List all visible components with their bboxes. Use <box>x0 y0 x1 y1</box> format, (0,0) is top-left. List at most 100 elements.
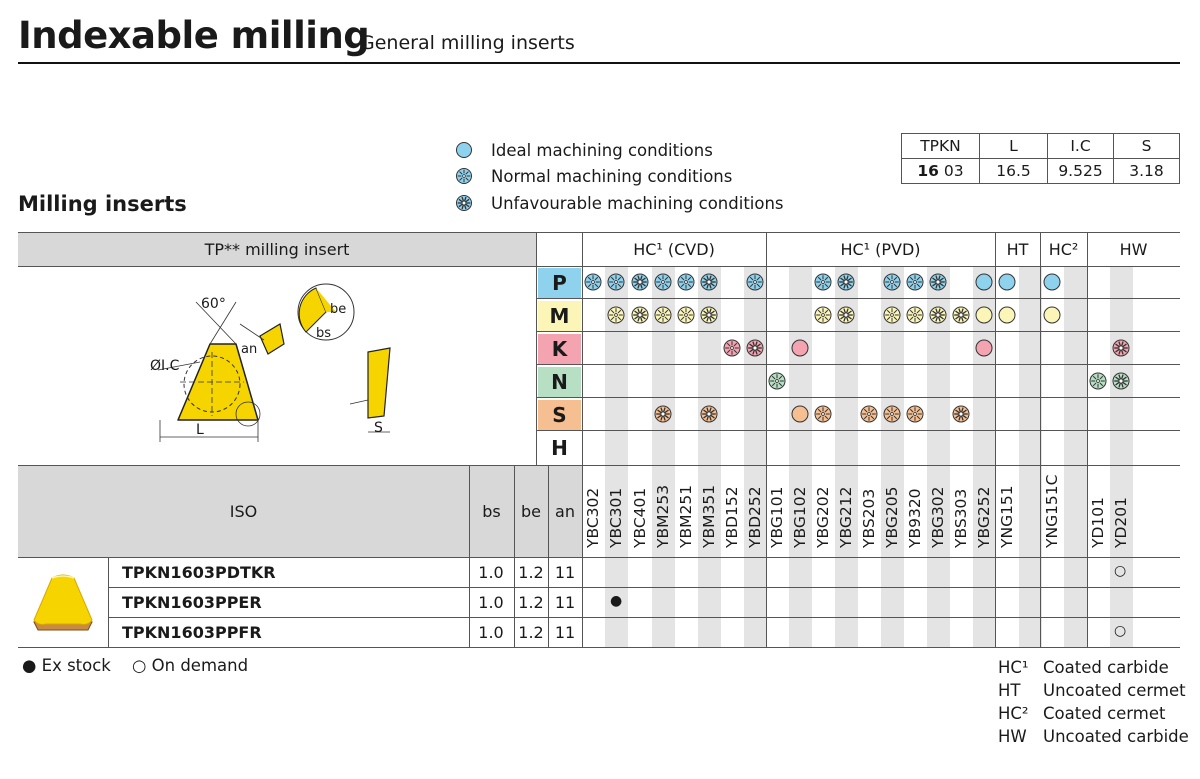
grid-line <box>536 232 537 466</box>
grid-line <box>18 266 1180 267</box>
material-s: S <box>538 400 581 430</box>
availability-mark-on-demand: ○ <box>1114 563 1127 579</box>
abbr-text: Uncoated cermet <box>1043 681 1186 700</box>
legend-normal: Normal machining conditions <box>455 164 732 188</box>
group-hc1-pvd: HC¹ (PVD) <box>840 240 921 259</box>
product-an: 11 <box>554 623 576 642</box>
normal-flower-icon <box>456 168 472 184</box>
ideal-circle-icon <box>1043 273 1061 291</box>
grid-line <box>582 232 583 648</box>
page-subtitle: General milling inserts <box>360 32 575 54</box>
unfavourable-flower-icon <box>1112 372 1130 390</box>
product-bs: 1.0 <box>478 563 504 582</box>
product-code: TPKN1603PDTKR <box>122 563 276 582</box>
normal-flower-icon <box>860 405 878 423</box>
product-an: 11 <box>554 563 576 582</box>
grid-line <box>18 232 1180 233</box>
iso-band <box>18 466 582 557</box>
header-rule <box>18 62 1180 64</box>
unfavourable-flower-icon <box>631 306 649 324</box>
availability-mark-ex-stock: ● <box>610 593 623 609</box>
unfavourable-flower-icon <box>746 339 764 357</box>
grade-column-stripe <box>789 267 812 647</box>
product-be: 1.2 <box>518 563 544 582</box>
abbr-code: HW <box>998 727 1027 746</box>
grid-line <box>536 298 1180 299</box>
grid-line <box>18 465 1180 466</box>
dim-header-s: S <box>1113 133 1180 159</box>
header-bs: bs <box>482 502 501 521</box>
normal-flower-icon <box>746 273 764 291</box>
label-angle: 60° <box>201 296 226 312</box>
grid-line <box>108 617 1180 618</box>
normal-flower-icon <box>607 273 625 291</box>
unfavourable-flower-icon <box>929 306 947 324</box>
dimension-table: TPKN L I.C S 16 03 16.5 9.525 3.18 <box>901 133 1180 184</box>
normal-flower-icon <box>677 273 695 291</box>
label-ic: ØI.C <box>150 358 180 374</box>
unfavourable-flower-icon <box>837 273 855 291</box>
grade-column-stripe <box>881 267 904 647</box>
group-ht: HT <box>1006 240 1029 259</box>
ideal-circle-icon <box>1043 306 1061 324</box>
grade-column-stripe <box>1110 267 1133 647</box>
label-bs: bs <box>316 326 332 341</box>
product-be: 1.2 <box>518 623 544 642</box>
normal-flower-icon <box>1089 372 1107 390</box>
dim-s: 3.18 <box>1113 158 1180 184</box>
grid-line <box>766 232 767 648</box>
unfavourable-flower-icon <box>837 306 855 324</box>
unfavourable-flower-icon <box>700 273 718 291</box>
dim-header-l: L <box>979 133 1048 159</box>
label-l: L <box>196 422 204 438</box>
product-be: 1.2 <box>518 593 544 612</box>
abbr-code: HC¹ <box>998 658 1029 677</box>
group-hc1-cvd: HC¹ (CVD) <box>633 240 715 259</box>
grade-column-stripe <box>605 267 628 647</box>
insert-title-band <box>18 233 536 266</box>
unfavourable-flower-icon <box>456 195 472 211</box>
unfavourable-flower-icon <box>654 405 672 423</box>
ideal-circle-icon <box>975 306 993 324</box>
grid-line <box>469 465 470 648</box>
header-be: be <box>521 502 541 521</box>
header-an: an <box>555 502 575 521</box>
normal-flower-icon <box>584 273 602 291</box>
dim-header-tpkn: TPKN <box>901 133 980 159</box>
normal-flower-icon <box>906 273 924 291</box>
label-s: S <box>374 420 383 436</box>
abbr-text: Coated carbide <box>1043 658 1169 677</box>
iso-label: ISO <box>229 502 258 521</box>
normal-flower-icon <box>768 372 786 390</box>
material-m: M <box>538 301 581 331</box>
material-h: H <box>538 433 581 463</box>
product-bs: 1.0 <box>478 593 504 612</box>
unfavourable-flower-icon <box>929 273 947 291</box>
legend-label: Unfavourable machining conditions <box>491 193 784 213</box>
material-n: N <box>538 367 581 397</box>
unfavourable-flower-icon <box>952 306 970 324</box>
grid-line <box>1087 232 1088 648</box>
grid-line <box>536 430 1180 431</box>
ideal-circle-icon <box>998 306 1016 324</box>
normal-flower-icon <box>814 306 832 324</box>
grid-line <box>514 465 515 648</box>
unfavourable-flower-icon <box>700 405 718 423</box>
legend-label: Ideal machining conditions <box>491 140 713 160</box>
grid-line <box>548 465 549 648</box>
grid-line <box>1040 232 1041 648</box>
grid-line <box>108 557 109 648</box>
insert-title: TP** milling insert <box>204 240 350 259</box>
dim-code: 16 03 <box>901 158 980 184</box>
grade-column-stripe <box>744 267 767 647</box>
normal-flower-icon <box>654 306 672 324</box>
grade-column-stripe <box>973 267 996 647</box>
label-be: be <box>330 302 347 317</box>
product-bs: 1.0 <box>478 623 504 642</box>
dim-ic: 9.525 <box>1047 158 1114 184</box>
product-code: TPKN1603PPFR <box>122 623 262 642</box>
product-an: 11 <box>554 593 576 612</box>
grade-column-stripe <box>835 267 858 647</box>
ideal-circle-icon <box>456 142 472 158</box>
insert-drawing <box>157 283 391 442</box>
